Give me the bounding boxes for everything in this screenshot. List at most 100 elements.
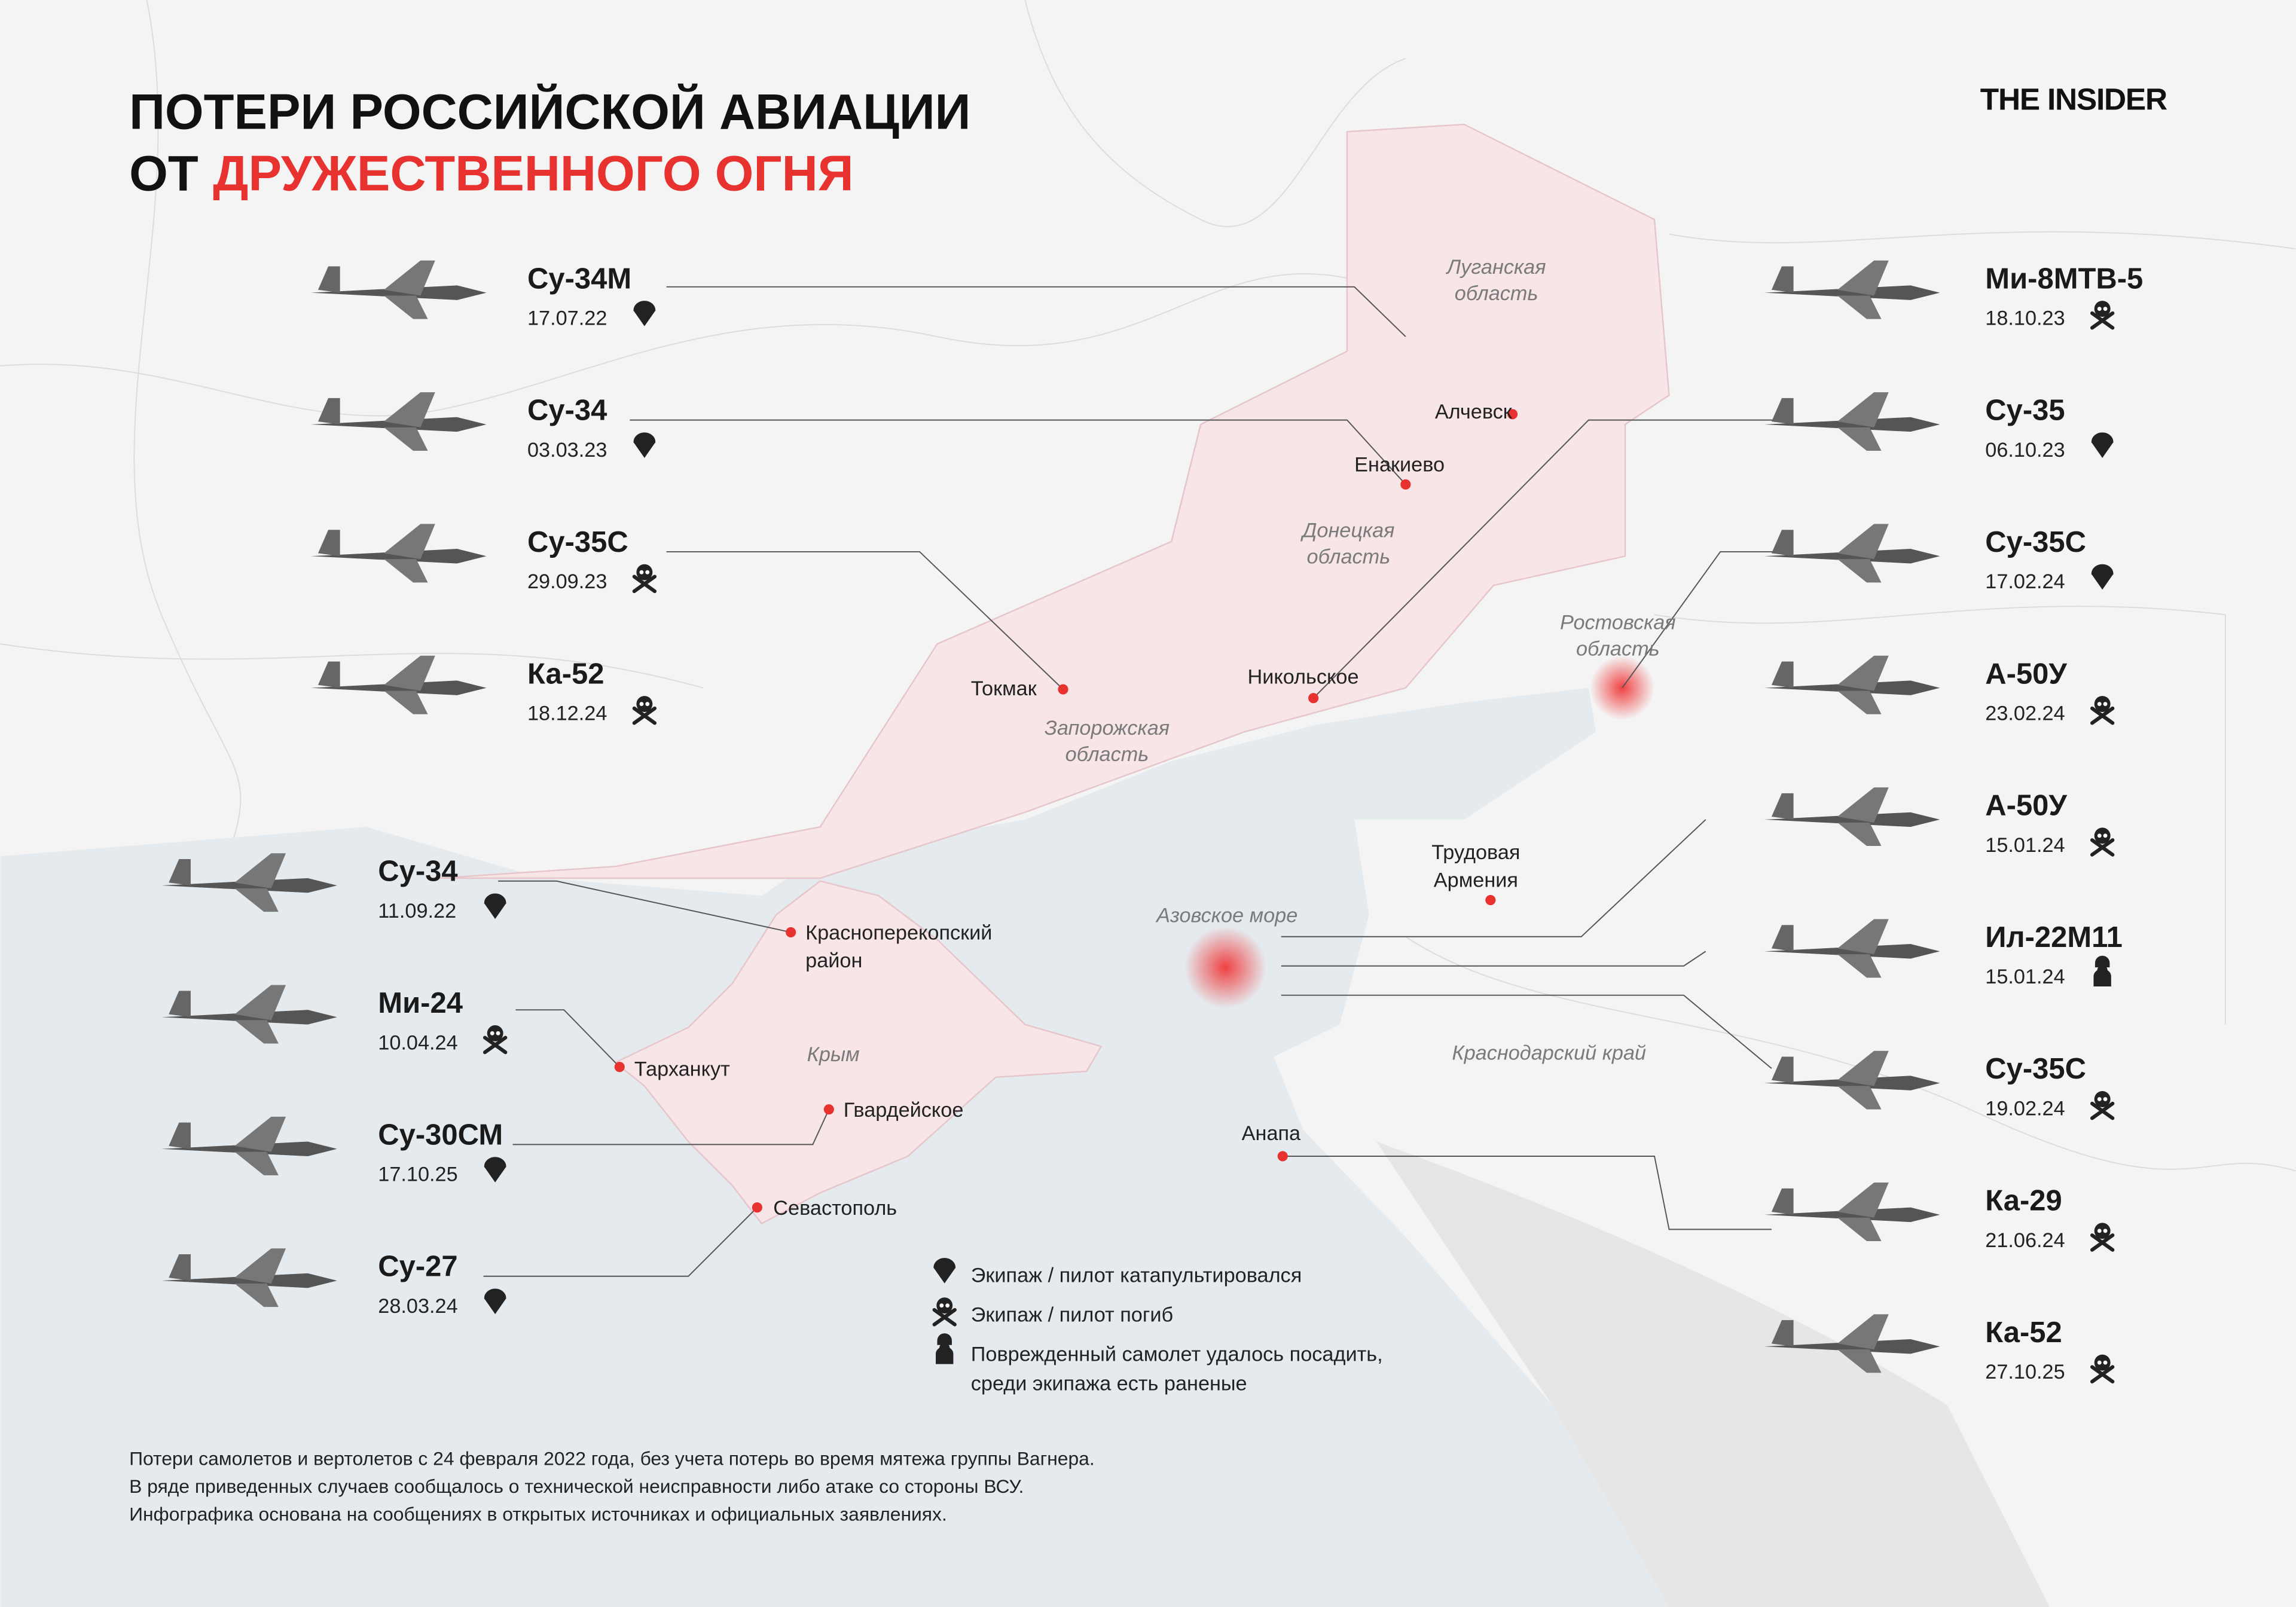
fuselage [1764,944,1940,959]
outcome-icon [633,432,656,458]
crossbones [632,575,657,594]
skull-eye [2103,702,2108,706]
tail [1771,398,1794,424]
skull-eye [2097,702,2102,706]
wing [1837,919,1889,978]
aircraft-image [1764,1314,1940,1373]
parachute [484,893,506,919]
title-prefix: ОТ [129,145,199,201]
crossbones [483,1035,508,1055]
outcome-icon [2093,955,2111,987]
aircraft-image [310,392,487,451]
place-dot [1277,1151,1288,1162]
outcome-icon [2090,1354,2115,1384]
skull [2094,827,2111,844]
aircraft-name: Су-35С [527,526,628,558]
leader-line [666,551,1064,690]
outcome-icon [632,564,657,594]
aircraft-date: 27.10.25 [1985,1361,2065,1383]
aircraft-name: Су-35 [1985,395,2065,427]
fuselage [1764,1207,1940,1223]
legend-text: Экипаж / пилот погиб [971,1304,1173,1327]
fuselage [310,680,487,695]
region-label: Донецкая [1300,519,1394,542]
tail [317,530,340,557]
parachute [484,1288,506,1315]
place-label: Трудовая [1431,841,1520,864]
tail [1771,925,1794,952]
place-label: Тарханкут [634,1058,730,1080]
legend-text: Поврежденный самолет удалось посадить, [971,1343,1383,1366]
fuselage [1764,812,1940,827]
region-label: Азовское море [1155,904,1297,927]
tail [1771,793,1794,820]
tail [169,1254,191,1281]
region-label: Запорожская [1045,717,1170,740]
tail [317,398,340,424]
crimea [613,880,1103,1225]
injured-head [2097,965,2108,976]
parachute [933,1258,956,1284]
footnote: В ряде приведенных случаев сообщалось о … [129,1475,1024,1497]
tail [1771,530,1794,557]
leader-line [630,419,1406,485]
legend-text: Экипаж / пилот катапультировался [971,1264,1302,1287]
wing [384,524,435,583]
parachute [2091,432,2114,458]
aircraft-name: Су-27 [378,1251,457,1283]
aircraft-date: 21.06.24 [1985,1229,2065,1252]
region-label: область [1576,638,1660,661]
aircraft-name: А-50У [1985,658,2067,690]
aircraft-name: Ми-8МТВ-5 [1985,262,2143,295]
fuselage [310,417,487,432]
aircraft-image [161,1116,337,1175]
skull-eye [2103,1360,2108,1365]
tail [169,991,191,1018]
aircraft-date: 17.10.25 [378,1163,457,1186]
skull [2094,1354,2111,1371]
skull-eye [490,1031,494,1035]
aircraft-image [310,260,487,319]
leader-line [1281,951,1706,967]
skull-eye [2097,1360,2102,1365]
skull [936,1297,953,1314]
aircraft-name: Су-35С [1985,526,2086,558]
outcome-icon [484,1157,506,1183]
wing [1837,1050,1889,1110]
wing [384,392,435,451]
aircraft-name: Су-34М [527,262,631,295]
region-label: Ростовская [1560,612,1676,634]
aircraft-image [1764,392,1940,451]
fuselage [310,285,487,300]
aircraft-image [1764,260,1940,319]
aircraft-date: 15.01.24 [1985,834,2065,857]
crossbones [2090,838,2115,857]
wing [1837,1314,1889,1373]
aircraft-image [161,1248,337,1307]
region-label: область [1307,546,1391,569]
outcome-icon [2090,1091,2115,1120]
outcome-icon [933,1258,956,1284]
skull [2094,301,2111,317]
aircraft-name: Су-30СМ [378,1119,503,1151]
crossbones [632,706,657,725]
occupied-mainland [439,123,1670,879]
aircraft-date: 03.03.23 [527,439,607,462]
leader-line [1622,551,1779,689]
region-label: Крым [807,1043,860,1066]
aircraft-date: 11.09.22 [378,900,456,922]
outcome-icon [484,893,506,919]
aircraft-image [1764,1183,1940,1241]
leader-line [1281,819,1706,937]
place-dot [1308,693,1319,704]
skull-eye [639,570,644,575]
tail [1771,266,1794,293]
place-dot [786,927,796,937]
fuselage [1764,285,1940,300]
region-label: Луганская [1446,256,1546,279]
aircraft-date: 10.04.24 [378,1031,457,1054]
aircraft-date: 23.02.24 [1985,702,2065,725]
skull [636,564,653,581]
aircraft-image [310,655,487,714]
